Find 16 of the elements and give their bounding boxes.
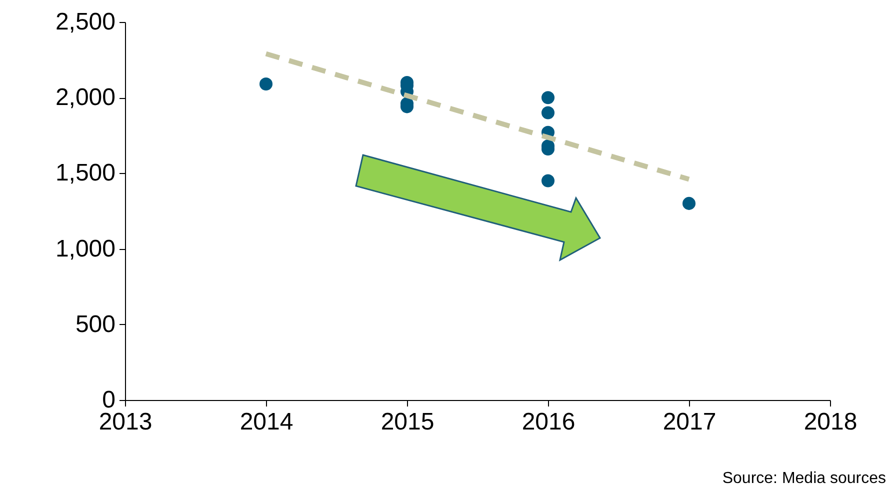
y-tick-label: 2,500 — [55, 8, 116, 36]
point — [682, 196, 696, 210]
source-note: Source: Media sources — [722, 470, 886, 485]
x-tick-label: 2016 — [522, 408, 576, 436]
x-tick-label: 2018 — [804, 408, 858, 436]
y-tick-label: 500 — [75, 310, 116, 338]
y-tick-label: 2,000 — [55, 84, 116, 112]
point — [541, 106, 555, 120]
y-tick-label: 1,000 — [55, 235, 116, 262]
point — [259, 77, 273, 90]
point — [541, 174, 555, 188]
point — [541, 91, 555, 104]
x-tick-label: 2017 — [662, 408, 716, 436]
x-tick-label: 2014 — [240, 408, 294, 436]
y-tick-label: 1,500 — [55, 160, 116, 187]
x-tick-label: 2015 — [380, 408, 434, 436]
